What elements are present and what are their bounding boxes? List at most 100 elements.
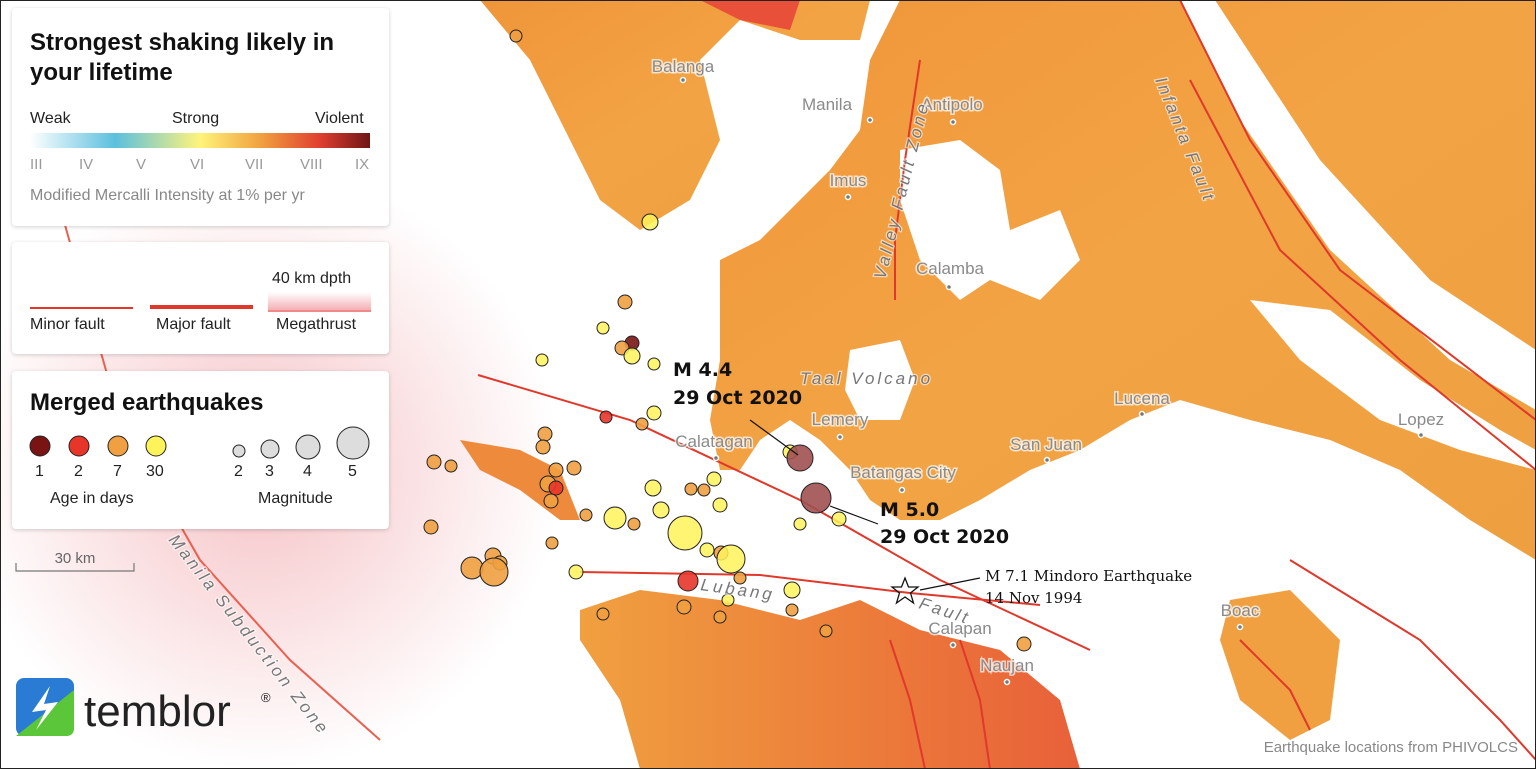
place-dot: [949, 641, 957, 649]
earthquake: [1016, 636, 1032, 652]
places: Balanga Manila Antipolo Imus Calamba Lemery Ca…: [650, 56, 1446, 686]
place-label: Imus: [830, 171, 867, 190]
place-dot: [1138, 410, 1146, 418]
place-dot: [836, 433, 844, 441]
earthquake: [535, 439, 551, 455]
earthquake: [647, 357, 661, 371]
earthquake: [684, 482, 698, 496]
fault-line: [1189, 79, 1536, 471]
place-label: Antipolo: [921, 95, 982, 114]
earthquake: [676, 599, 692, 615]
place-dot: [949, 118, 957, 126]
major-fault-swatch: [150, 305, 253, 309]
earthquake: [641, 213, 659, 231]
age-caption: Age in days: [50, 490, 134, 507]
earthquake: [635, 417, 649, 431]
legend-title: Merged earthquakes: [30, 389, 264, 416]
earthquake: [423, 519, 439, 535]
lake: [900, 140, 1080, 300]
earthquake: [721, 593, 735, 607]
age-swatch: [107, 435, 129, 457]
magnitude-swatch: [295, 434, 321, 460]
earthquake: [819, 624, 833, 638]
quakes-legend: Merged earthquakes 1 2 7 30 Age in days …: [12, 371, 389, 529]
minor-fault-swatch: [30, 307, 133, 309]
fault-line: [579, 571, 1041, 606]
earthquake: [831, 511, 847, 527]
earthquake: [699, 542, 715, 558]
earthquake: [627, 517, 641, 531]
earthquakes: [423, 29, 1032, 652]
place-dot: [1236, 623, 1244, 631]
logo-bolt: [32, 686, 58, 730]
leader-line: [829, 505, 879, 525]
fault-line: [1289, 559, 1536, 761]
place-dot: [945, 283, 953, 291]
annotation-date: 29 Oct 2020: [673, 387, 802, 409]
land: [480, 0, 870, 230]
earthquake: [644, 479, 662, 497]
age-swatch: [68, 435, 90, 457]
place-label: Calapan: [928, 619, 991, 638]
magnitude-swatch: [336, 426, 370, 460]
earthquake: [599, 410, 613, 424]
magnitude-swatch: [232, 444, 246, 458]
intensity-label: IX: [355, 156, 370, 173]
earthquake: [548, 480, 564, 496]
land: [580, 590, 1080, 769]
earthquake: [535, 353, 549, 367]
megathrust-line: [64, 224, 381, 741]
earthquake: [733, 571, 747, 585]
fault-label: Major fault: [156, 316, 231, 333]
annotation-magnitude: M 5.0: [880, 499, 939, 521]
earthquake: [793, 517, 807, 531]
scale-bar: 30 km: [15, 550, 135, 572]
earthquake: [800, 482, 832, 514]
fault-line: [894, 59, 921, 300]
feature-label: Taal Volcano: [800, 369, 933, 388]
earthquake: [566, 460, 582, 476]
earthquake: [444, 459, 458, 473]
megathrust-swatch: [268, 292, 371, 312]
age-label: 7: [113, 463, 122, 480]
earthquake: [603, 506, 627, 530]
scale-label: Violent: [315, 110, 364, 127]
magnitude-label: 4: [303, 463, 312, 480]
place-label: Calatagan: [675, 432, 753, 451]
credit: Earthquake locations from PHIVOLCS: [1264, 739, 1518, 756]
earthquake: [697, 483, 711, 497]
earthquake: [460, 556, 484, 580]
intensity-label: IV: [79, 156, 94, 173]
fault-line: [889, 639, 926, 769]
scale-label: Strong: [172, 110, 220, 127]
place-label: Boac: [1221, 601, 1260, 620]
earthquake: [568, 564, 584, 580]
place-dot: [898, 486, 906, 494]
annotations: M 4.4 29 Oct 2020 M 5.0 29 Oct 2020 M 7.…: [673, 359, 1192, 607]
water: [1180, 0, 1536, 410]
lake: [845, 340, 915, 420]
annotation-date: 29 Oct 2020: [880, 526, 1009, 548]
place-label: Lopez: [1398, 410, 1444, 429]
age-swatch: [145, 435, 167, 457]
place-dot: [866, 116, 874, 124]
place-label: San Juan: [1010, 435, 1082, 454]
intensity-label: VII: [245, 156, 264, 173]
place-dot: [1003, 678, 1011, 686]
earthquake: [617, 294, 633, 310]
scale-label: 30 km: [55, 550, 96, 567]
intensity-label: V: [136, 156, 147, 173]
magnitude-swatch: [260, 439, 280, 459]
age-label: 1: [35, 463, 44, 480]
water: [1250, 300, 1536, 470]
earthquake: [596, 321, 610, 335]
faults-legend: 40 km dpth Minor fault Major fault Megat…: [12, 242, 389, 354]
intensity-bar: [30, 133, 370, 148]
place-label: Calamba: [916, 259, 985, 278]
earthquake: [479, 557, 509, 587]
age-label: 30: [146, 463, 164, 480]
fault-label: Megathrust: [276, 316, 357, 333]
fault-label: Minor fault: [30, 316, 105, 333]
